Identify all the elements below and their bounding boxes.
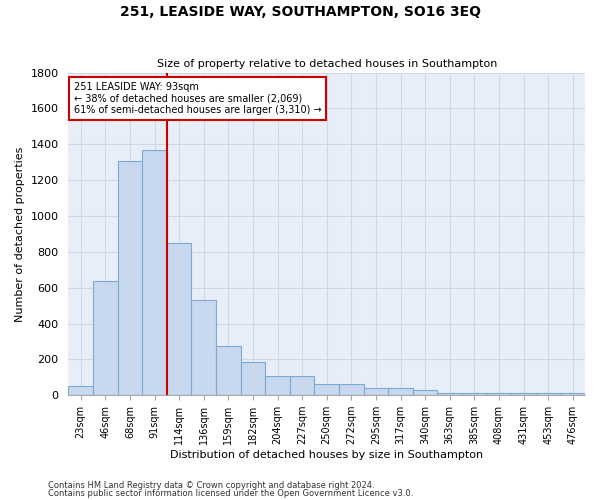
Bar xyxy=(93,282,118,395)
Bar xyxy=(437,392,462,395)
Text: 251 LEASIDE WAY: 93sqm
← 38% of detached houses are smaller (2,069)
61% of semi-: 251 LEASIDE WAY: 93sqm ← 38% of detached… xyxy=(74,82,321,116)
Text: Contains HM Land Registry data © Crown copyright and database right 2024.: Contains HM Land Registry data © Crown c… xyxy=(48,480,374,490)
Bar xyxy=(560,392,585,395)
Bar xyxy=(118,162,142,395)
X-axis label: Distribution of detached houses by size in Southampton: Distribution of detached houses by size … xyxy=(170,450,483,460)
Bar xyxy=(314,384,339,395)
Title: Size of property relative to detached houses in Southampton: Size of property relative to detached ho… xyxy=(157,59,497,69)
Bar xyxy=(142,150,167,395)
Y-axis label: Number of detached properties: Number of detached properties xyxy=(15,146,25,322)
Bar xyxy=(388,388,413,395)
Bar xyxy=(339,384,364,395)
Bar xyxy=(487,392,511,395)
Bar xyxy=(216,346,241,395)
Bar xyxy=(536,392,560,395)
Bar xyxy=(511,392,536,395)
Bar xyxy=(413,390,437,395)
Bar xyxy=(191,300,216,395)
Bar xyxy=(290,376,314,395)
Bar xyxy=(241,362,265,395)
Bar xyxy=(265,376,290,395)
Bar xyxy=(462,392,487,395)
Bar xyxy=(68,386,93,395)
Bar xyxy=(364,388,388,395)
Text: Contains public sector information licensed under the Open Government Licence v3: Contains public sector information licen… xyxy=(48,489,413,498)
Text: 251, LEASIDE WAY, SOUTHAMPTON, SO16 3EQ: 251, LEASIDE WAY, SOUTHAMPTON, SO16 3EQ xyxy=(119,5,481,19)
Bar xyxy=(167,243,191,395)
